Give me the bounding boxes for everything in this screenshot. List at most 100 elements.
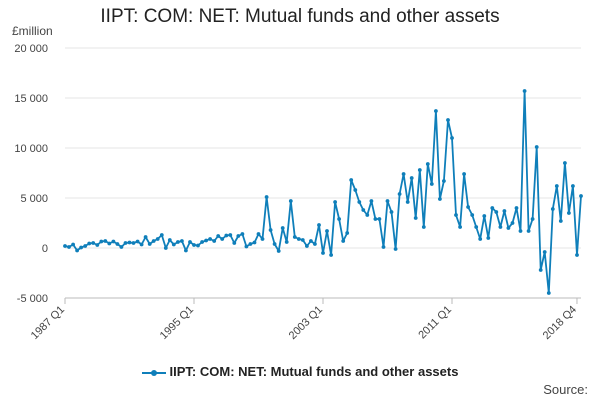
data-point <box>554 184 559 188</box>
data-point <box>478 237 483 241</box>
data-point <box>309 239 313 243</box>
data-point <box>236 234 241 238</box>
data-point <box>498 225 503 229</box>
data-point <box>192 243 196 247</box>
data-point <box>103 239 108 243</box>
data-point <box>123 241 128 245</box>
data-point <box>200 240 205 244</box>
data-point <box>470 213 475 217</box>
data-point <box>421 225 426 229</box>
data-point <box>337 217 341 221</box>
data-point <box>434 109 438 113</box>
data-point <box>361 208 366 212</box>
data-point <box>87 241 92 246</box>
data-point <box>296 237 301 241</box>
data-point <box>180 239 184 243</box>
data-point <box>224 233 229 238</box>
data-point <box>317 223 321 227</box>
data-point <box>534 145 539 149</box>
data-point <box>252 240 257 245</box>
data-point <box>571 184 575 188</box>
data-point <box>321 251 325 255</box>
data-point <box>397 192 402 196</box>
data-point <box>155 237 160 241</box>
data-point <box>341 239 346 243</box>
data-point <box>466 205 470 209</box>
legend-label: IIPT: COM: NET: Mutual funds and other a… <box>169 364 459 379</box>
data-point <box>151 239 156 243</box>
data-point <box>446 118 450 122</box>
data-point <box>63 244 67 248</box>
data-point <box>184 248 188 253</box>
y-tick-label: 20 000 <box>14 43 48 55</box>
data-point <box>579 194 583 198</box>
data-point <box>264 195 269 199</box>
data-point <box>567 211 571 215</box>
legend: IIPT: COM: NET: Mutual funds and other a… <box>0 364 600 379</box>
data-point <box>458 225 462 229</box>
data-point <box>139 242 144 247</box>
data-point <box>79 245 83 250</box>
data-point <box>526 229 531 233</box>
data-point <box>280 226 285 230</box>
x-tick-label: 1987 Q1 <box>29 304 67 342</box>
data-point <box>176 240 180 244</box>
data-point <box>67 245 71 249</box>
data-point <box>522 89 527 93</box>
data-point <box>518 229 523 233</box>
data-point <box>450 136 454 140</box>
data-point <box>115 242 120 246</box>
data-point <box>369 199 374 203</box>
data-point <box>401 172 406 176</box>
data-point <box>91 241 96 245</box>
data-point <box>119 245 124 249</box>
data-point <box>393 247 398 251</box>
data-point <box>385 199 390 203</box>
data-point <box>208 237 213 241</box>
data-point <box>514 206 519 210</box>
data-point <box>381 245 386 249</box>
data-point <box>167 238 172 242</box>
data-point <box>413 216 418 220</box>
data-point <box>292 235 297 239</box>
data-point <box>196 243 200 248</box>
chart-title: IIPT: COM: NET: Mutual funds and other a… <box>100 6 500 27</box>
x-tick-label: 2018 Q4 <box>541 304 579 342</box>
data-point <box>256 232 261 236</box>
data-point <box>284 240 289 244</box>
data-point <box>204 238 209 243</box>
data-point <box>438 197 442 201</box>
data-point <box>546 291 551 295</box>
data-point <box>357 200 362 204</box>
data-point <box>99 239 104 244</box>
data-point <box>260 237 265 241</box>
data-point <box>171 242 176 247</box>
data-point <box>389 210 394 214</box>
data-point <box>135 239 140 244</box>
data-point <box>83 244 88 248</box>
data-point <box>538 268 543 272</box>
x-tick-label: 1995 Q1 <box>158 304 196 342</box>
data-point <box>228 233 233 237</box>
data-point <box>163 246 168 250</box>
data-point <box>220 237 225 241</box>
data-point <box>506 226 511 230</box>
data-point <box>474 225 479 229</box>
data-point <box>212 239 217 243</box>
data-point <box>365 213 370 217</box>
data-point <box>575 253 579 257</box>
data-point <box>462 172 466 176</box>
data-point <box>417 168 422 172</box>
data-point <box>373 217 378 221</box>
data-point <box>429 182 434 186</box>
data-point <box>240 232 245 236</box>
data-point <box>248 242 253 246</box>
data-point <box>143 235 148 239</box>
data-point <box>333 200 337 204</box>
y-tick-label: 10 000 <box>14 143 48 155</box>
data-point <box>272 242 277 246</box>
data-point <box>442 179 446 183</box>
data-point <box>345 231 350 235</box>
data-point <box>300 238 305 242</box>
